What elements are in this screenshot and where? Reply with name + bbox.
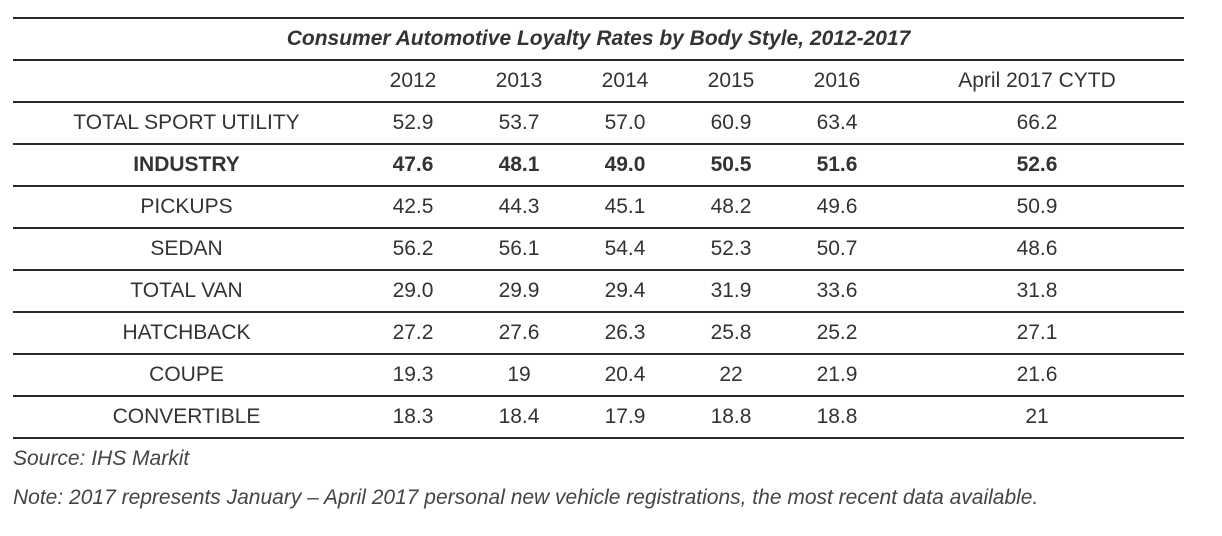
table-row: TOTAL SPORT UTILITY 52.9 53.7 57.0 60.9 63.4 6… bbox=[13, 102, 1185, 145]
table-cell: 26.3 bbox=[572, 312, 678, 355]
table-cell: 66.2 bbox=[890, 102, 1185, 145]
footnote: Note: 2017 represents January – April 20… bbox=[13, 486, 1039, 509]
table-cell: 18.3 bbox=[360, 396, 466, 439]
table-cell: 45.1 bbox=[572, 186, 678, 229]
table-row: INDUSTRY 47.6 48.1 49.0 50.5 51.6 52.6 bbox=[13, 144, 1185, 187]
column-header bbox=[13, 60, 360, 103]
table-cell: 22 bbox=[678, 354, 784, 397]
table-cell: 21.6 bbox=[890, 354, 1185, 397]
table-cell: 21.9 bbox=[784, 354, 890, 397]
table-row: PICKUPS 42.5 44.3 45.1 48.2 49.6 50.9 bbox=[13, 186, 1185, 229]
row-label: HATCHBACK bbox=[13, 312, 360, 355]
table-row: COUPE 19.3 19 20.4 22 21.9 21.6 bbox=[13, 354, 1185, 397]
column-header: April 2017 CYTD bbox=[890, 60, 1185, 103]
table-cell: 44.3 bbox=[466, 186, 572, 229]
table-cell: 47.6 bbox=[360, 144, 466, 187]
table-cell: 25.8 bbox=[678, 312, 784, 355]
row-label: CONVERTIBLE bbox=[13, 396, 360, 439]
table-row: CONVERTIBLE 18.3 18.4 17.9 18.8 18.8 21 bbox=[13, 396, 1185, 439]
table-cell: 63.4 bbox=[784, 102, 890, 145]
table-title-row: Consumer Automotive Loyalty Rates by Bod… bbox=[13, 17, 1185, 61]
table-cell: 29.0 bbox=[360, 270, 466, 313]
column-header: 2013 bbox=[466, 60, 572, 103]
row-label: TOTAL VAN bbox=[13, 270, 360, 313]
column-header: 2012 bbox=[360, 60, 466, 103]
table-cell: 53.7 bbox=[466, 102, 572, 145]
row-label: COUPE bbox=[13, 354, 360, 397]
table-cell: 50.5 bbox=[678, 144, 784, 187]
table-cell: 31.9 bbox=[678, 270, 784, 313]
loyalty-table-container: Consumer Automotive Loyalty Rates by Bod… bbox=[13, 17, 1185, 439]
table-cell: 48.1 bbox=[466, 144, 572, 187]
table-cell: 42.5 bbox=[360, 186, 466, 229]
column-header: 2015 bbox=[678, 60, 784, 103]
table-cell: 52.6 bbox=[890, 144, 1185, 187]
table-cell: 17.9 bbox=[572, 396, 678, 439]
row-label: INDUSTRY bbox=[13, 144, 360, 187]
table-cell: 27.1 bbox=[890, 312, 1185, 355]
table-header-row: 2012 2013 2014 2015 2016 April 2017 CYTD bbox=[13, 60, 1185, 103]
table-cell: 56.2 bbox=[360, 228, 466, 271]
table-cell: 48.2 bbox=[678, 186, 784, 229]
source-note: Source: IHS Markit bbox=[13, 447, 190, 470]
table-cell: 21 bbox=[890, 396, 1185, 439]
table-cell: 19 bbox=[466, 354, 572, 397]
table-cell: 49.6 bbox=[784, 186, 890, 229]
table-cell: 18.8 bbox=[784, 396, 890, 439]
table-cell: 51.6 bbox=[784, 144, 890, 187]
row-label: TOTAL SPORT UTILITY bbox=[13, 102, 360, 145]
table-cell: 50.9 bbox=[890, 186, 1185, 229]
table-cell: 57.0 bbox=[572, 102, 678, 145]
table-cell: 49.0 bbox=[572, 144, 678, 187]
table-body: TOTAL SPORT UTILITY 52.9 53.7 57.0 60.9 63.4 6… bbox=[13, 102, 1185, 439]
table-row: SEDAN 56.2 56.1 54.4 52.3 50.7 48.6 bbox=[13, 228, 1185, 271]
table-cell: 18.8 bbox=[678, 396, 784, 439]
table-cell: 27.2 bbox=[360, 312, 466, 355]
table-cell: 19.3 bbox=[360, 354, 466, 397]
table-cell: 56.1 bbox=[466, 228, 572, 271]
table-cell: 20.4 bbox=[572, 354, 678, 397]
table-cell: 25.2 bbox=[784, 312, 890, 355]
table-cell: 18.4 bbox=[466, 396, 572, 439]
table-title: Consumer Automotive Loyalty Rates by Bod… bbox=[13, 17, 1185, 61]
table-cell: 52.9 bbox=[360, 102, 466, 145]
table-cell: 27.6 bbox=[466, 312, 572, 355]
table-row: TOTAL VAN 29.0 29.9 29.4 31.9 33.6 31.8 bbox=[13, 270, 1185, 313]
table-cell: 33.6 bbox=[784, 270, 890, 313]
loyalty-table: Consumer Automotive Loyalty Rates by Bod… bbox=[13, 17, 1185, 439]
table-cell: 50.7 bbox=[784, 228, 890, 271]
table-cell: 52.3 bbox=[678, 228, 784, 271]
table-cell: 31.8 bbox=[890, 270, 1185, 313]
table-cell: 29.4 bbox=[572, 270, 678, 313]
table-cell: 60.9 bbox=[678, 102, 784, 145]
column-header: 2014 bbox=[572, 60, 678, 103]
column-header: 2016 bbox=[784, 60, 890, 103]
table-cell: 48.6 bbox=[890, 228, 1185, 271]
table-cell: 29.9 bbox=[466, 270, 572, 313]
row-label: PICKUPS bbox=[13, 186, 360, 229]
row-label: SEDAN bbox=[13, 228, 360, 271]
table-row: HATCHBACK 27.2 27.6 26.3 25.8 25.2 27.1 bbox=[13, 312, 1185, 355]
table-cell: 54.4 bbox=[572, 228, 678, 271]
